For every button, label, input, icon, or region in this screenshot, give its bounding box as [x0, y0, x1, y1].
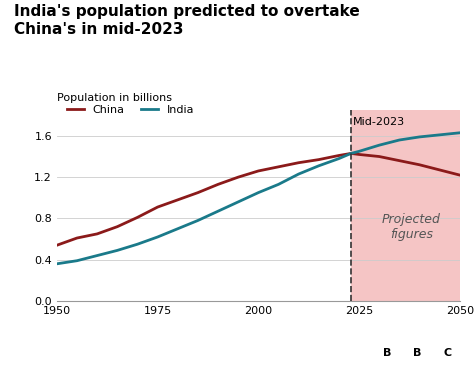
- Bar: [351, 110, 460, 301]
- Text: Source: UN World Population Prospects, 2022: Source: UN World Population Prospects, 2…: [14, 348, 236, 358]
- Text: Projected
figures: Projected figures: [382, 212, 441, 241]
- Legend: China, India: China, India: [63, 101, 199, 119]
- FancyBboxPatch shape: [374, 344, 400, 363]
- Text: India's population predicted to overtake
China's in mid-2023: India's population predicted to overtake…: [14, 4, 360, 37]
- Text: Mid-2023: Mid-2023: [353, 117, 405, 127]
- Text: Population in billions: Population in billions: [57, 93, 172, 103]
- FancyBboxPatch shape: [405, 344, 430, 363]
- Text: B: B: [413, 348, 422, 358]
- Text: B: B: [383, 348, 392, 358]
- FancyBboxPatch shape: [435, 344, 461, 363]
- Text: C: C: [444, 348, 452, 358]
